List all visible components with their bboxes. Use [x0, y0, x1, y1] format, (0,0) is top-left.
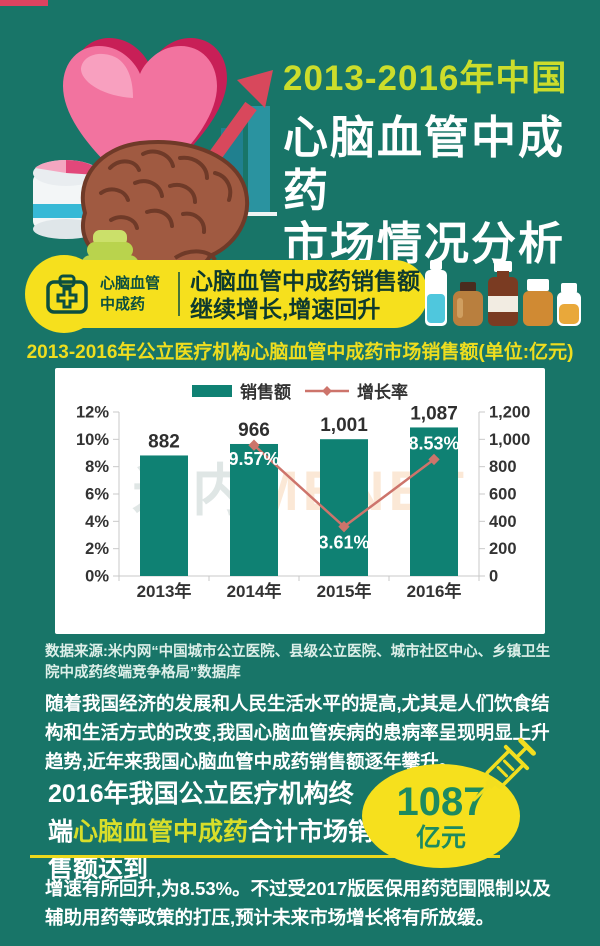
badge-line2: 中成药: [100, 296, 146, 313]
chart-card: 销售额 增长率 米内MENET 0%02%2004%4006%6008%8001…: [55, 368, 545, 634]
legend-sales-label: 销售额: [240, 383, 291, 402]
stat-pre: 2016年我国公立医疗机构终端: [48, 780, 354, 846]
svg-text:1,001: 1,001: [320, 415, 368, 436]
svg-text:2%: 2%: [85, 540, 109, 558]
svg-text:8.53%: 8.53%: [408, 433, 459, 453]
first-aid-kit-icon: [46, 274, 88, 314]
svg-text:12%: 12%: [76, 404, 109, 422]
chart-title: 2013-2016年公立医疗机构心脑血管中成药市场销售额(单位:亿元): [26, 342, 574, 363]
headline-line1: 心脑血管中成药销售额: [190, 268, 420, 294]
svg-text:8%: 8%: [85, 458, 109, 476]
svg-text:2015年: 2015年: [317, 581, 372, 601]
headline-line2: 继续增长,增速回升: [190, 296, 381, 323]
legend-item-growth: 增长率: [305, 378, 408, 403]
yellow-divider-line: [30, 855, 500, 858]
banner-badge-label: 心脑血管 中成药: [100, 273, 160, 315]
svg-text:0: 0: [489, 568, 498, 586]
legend-item-sales: 销售额: [192, 378, 291, 403]
top-red-strip: [0, 0, 48, 6]
body-paragraph: 随着我国经济的发展和人民生活水平的提高,尤其是人们饮食结构和生活方式的改变,我国…: [45, 693, 550, 772]
svg-text:9.57%: 9.57%: [228, 449, 279, 469]
syringe-icon: [472, 738, 536, 802]
svg-text:3.61%: 3.61%: [318, 533, 369, 553]
svg-text:2016年: 2016年: [407, 581, 462, 601]
svg-text:200: 200: [489, 540, 517, 558]
banner-headline: 心脑血管中成药销售额 继续增长,增速回升: [190, 267, 426, 323]
hero-illustration: [33, 37, 277, 298]
svg-text:966: 966: [238, 420, 270, 441]
title-years: 2013-2016年中国: [283, 59, 568, 98]
svg-text:2013年: 2013年: [137, 581, 192, 601]
footer-paragraph: 增速有所回升,为8.53%。不过受2017版医保用药范围限制以及辅助用药等政策的…: [45, 878, 551, 929]
sales-legend-swatch: [192, 384, 232, 397]
page-title: 2013-2016年中国 心脑血管中成药 市场情况分析: [283, 50, 588, 270]
stat-value: 1087: [396, 779, 486, 824]
svg-text:0%: 0%: [85, 568, 109, 586]
chart-legend: 销售额 增长率: [55, 378, 545, 403]
stat-highlight: 心脑血管中成药: [73, 817, 249, 846]
svg-text:1,087: 1,087: [410, 404, 458, 424]
svg-text:800: 800: [489, 458, 517, 476]
data-source: 数据来源:米内网“中国城市公立医院、县级公立医院、城市社区中心、乡镇卫生院中成药…: [45, 644, 551, 682]
svg-text:600: 600: [489, 486, 517, 504]
medicine-bottles-icon: [425, 260, 581, 326]
bar-line-chart: 0% 0 2% 200 4% 400 6% 600 8% 800 10% 1,000 12% 1,200 8…: [76, 404, 530, 601]
svg-text:1,000: 1,000: [489, 431, 530, 449]
growth-legend-marker: [305, 385, 349, 396]
svg-text:400: 400: [489, 513, 517, 531]
svg-text:10%: 10%: [76, 431, 109, 449]
stat-unit: 亿元: [415, 823, 466, 852]
badge-line1: 心脑血管: [100, 275, 161, 292]
banner-divider: [178, 272, 180, 316]
title-line2: 心脑血管中成药: [283, 112, 566, 217]
svg-text:2014年: 2014年: [227, 581, 282, 601]
svg-text:4%: 4%: [85, 513, 109, 531]
svg-text:6%: 6%: [85, 486, 109, 504]
svg-text:882: 882: [148, 431, 180, 452]
svg-text:1,200: 1,200: [489, 404, 530, 422]
stat-post: 合计市场销售额达到: [48, 817, 374, 884]
headline-banner: 心脑血管 中成药 心脑血管中成药销售额 继续增长,增速回升: [25, 255, 428, 333]
stat-sentence: 2016年我国公立医疗机构终端心脑血管中成药合计市场销售额达到: [48, 776, 374, 889]
legend-growth-label: 增长率: [357, 383, 408, 402]
